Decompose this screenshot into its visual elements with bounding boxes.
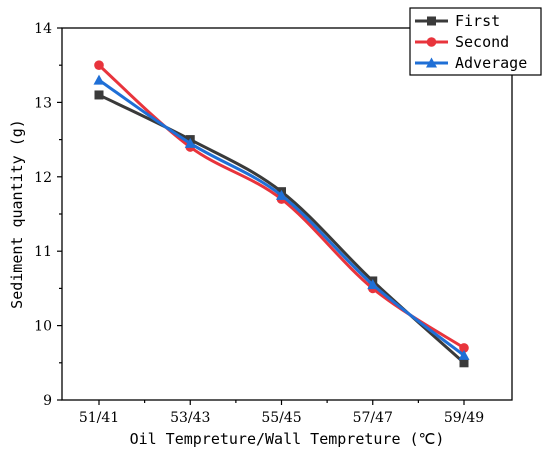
x-tick-label: 55/45 [261,410,301,426]
legend-swatch-marker [427,16,436,26]
x-tick-label: 59/49 [444,410,484,426]
legend-label: Second [455,33,509,51]
legend-swatch-marker [426,57,437,68]
y-tick-label: 12 [34,170,52,186]
series-second [94,60,469,353]
axes: 9 10 11 12 13 14 51/41 53/43 55/45 57/47 59/49 [34,21,513,426]
data-point [93,74,105,85]
x-axis-title: Oil Tempreture/Wall Tempreture (℃) [130,430,445,448]
x-tick-label: 53/43 [170,410,210,426]
data-point [458,349,470,360]
y-tick-label: 11 [34,244,52,260]
series-line [98,93,466,364]
series-layer [93,60,470,368]
data-point [276,189,287,200]
data-point [459,343,469,353]
x-tick-label: 57/47 [353,410,393,426]
y-tick-label: 10 [34,319,52,335]
y-tick-label: 9 [43,393,52,409]
series-first [94,90,469,368]
data-point [94,60,104,70]
data-point [459,358,469,368]
legend-label: Adverage [455,54,527,72]
data-point [367,279,379,290]
legend-label: First [455,12,500,30]
data-point [184,137,196,148]
data-point [94,90,104,100]
series-line [97,64,465,350]
y-tick-label: 14 [34,21,52,37]
y-axis-title: Sediment quantity (g) [8,119,26,309]
x-tick-label: 51/41 [79,410,119,426]
legend-swatch-marker [426,37,437,47]
y-tick-label: 13 [34,95,52,111]
series-adverage [93,74,470,360]
legend: First Second Adverage [409,7,542,76]
